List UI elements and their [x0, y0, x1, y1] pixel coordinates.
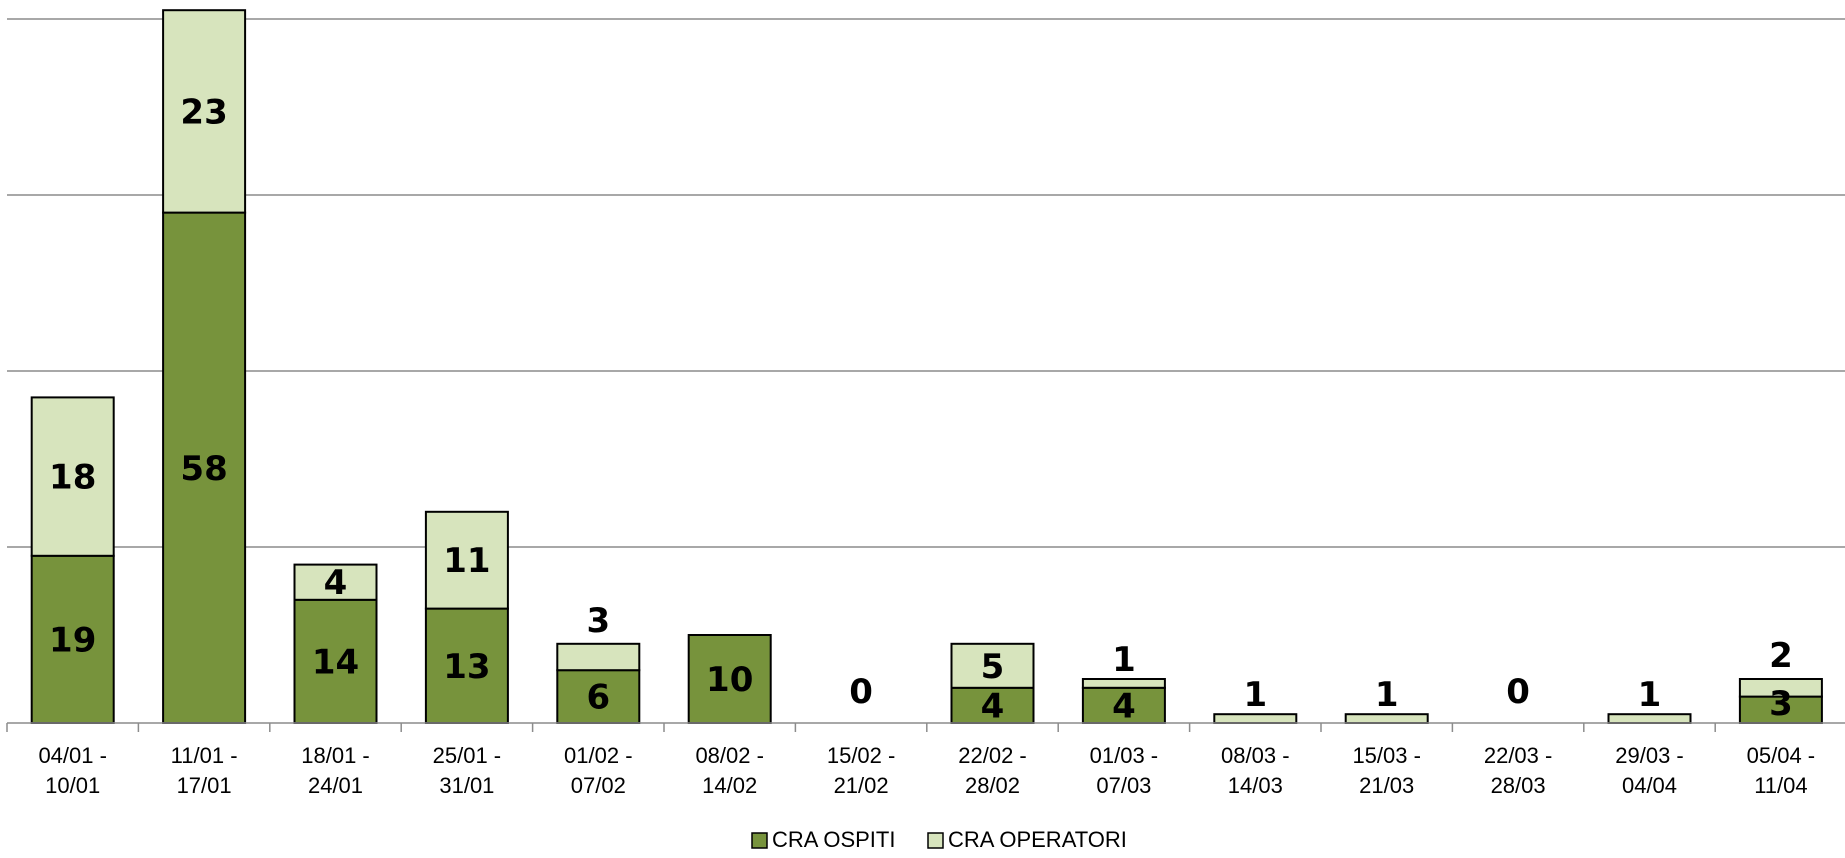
bar-cra-ospiti	[30, 554, 115, 724]
data-label-cra-operatori: 1	[1638, 675, 1662, 715]
data-label-cra-ospiti: 4	[981, 686, 1005, 726]
bars	[30, 9, 1823, 725]
x-tick-label: 29/03 -04/04	[1615, 743, 1684, 798]
x-tick-label: 15/03 -21/03	[1352, 743, 1421, 798]
bar-cra-operatori	[1344, 713, 1429, 725]
data-label-cra-ospiti: 4	[1112, 686, 1136, 726]
data-label-cra-ospiti: 19	[49, 620, 96, 660]
data-label-cra-ospiti: 58	[180, 449, 227, 489]
legend: CRA OSPITI CRA OPERATORI	[751, 827, 1127, 852]
legend-label: CRA OSPITI	[772, 827, 895, 852]
bar-cra-operatori	[30, 396, 115, 557]
bar-cra-operatori	[293, 563, 378, 601]
legend-label: CRA OPERATORI	[948, 827, 1127, 852]
bar-cra-operatori	[1213, 713, 1298, 725]
x-tick-label: 22/02 -28/02	[958, 743, 1027, 798]
bar-cra-operatori	[424, 510, 509, 610]
bar-cra-ospiti	[950, 686, 1035, 724]
data-label-cra-operatori: 18	[49, 458, 96, 498]
bar-cra-operatori	[556, 642, 641, 672]
bar-cra-operatori	[1081, 678, 1166, 689]
legend-item-cra-ospiti: CRA OSPITI	[751, 827, 895, 852]
x-tick-label: 04/01 -10/01	[38, 743, 107, 798]
x-tick-label: 22/03 -28/03	[1484, 743, 1553, 798]
data-label-cra-ospiti: 14	[312, 642, 359, 682]
data-label-cra-operatori: 1	[1375, 675, 1399, 715]
x-tick-label: 15/02 -21/02	[827, 743, 896, 798]
bar-cra-ospiti	[424, 607, 509, 724]
data-label-cra-ospiti: 10	[706, 660, 753, 700]
data-label-cra-ospiti: 6	[586, 678, 610, 718]
x-tick-label: 11/01 -17/01	[171, 743, 238, 798]
data-label-total: 0	[849, 672, 873, 712]
data-label-cra-operatori: 3	[586, 601, 610, 641]
data-label-cra-operatori: 4	[324, 563, 348, 603]
bar-cra-ospiti	[293, 598, 378, 724]
legend-item-cra-operatori: CRA OPERATORI	[927, 827, 1127, 852]
bar-cra-operatori	[950, 642, 1035, 689]
bar-cra-operatori	[1607, 713, 1692, 725]
x-tick-label: 08/02 -14/02	[695, 743, 764, 798]
x-tick-label: 25/01 -31/01	[433, 743, 502, 798]
x-tick-label: 08/03 -14/03	[1221, 743, 1290, 798]
x-tick-label: 01/02 -07/02	[564, 743, 633, 798]
legend-swatch	[927, 832, 944, 849]
x-tick-label: 01/03 -07/03	[1090, 743, 1159, 798]
legend-swatch	[751, 832, 768, 849]
bar-cra-ospiti	[162, 211, 247, 724]
bar-cra-operatori	[162, 9, 247, 214]
x-axis: 04/01 -10/01 11/01 -17/01 18/01 -24/01 25/0…	[6, 722, 1845, 798]
data-label-cra-operatori: 1	[1243, 675, 1267, 715]
data-label-cra-operatori: 23	[180, 92, 227, 132]
data-label-cra-operatori: 2	[1769, 636, 1793, 676]
bar-cra-ospiti	[687, 634, 772, 724]
data-label-cra-ospiti: 3	[1769, 684, 1793, 724]
bar-cra-operatori	[1738, 678, 1823, 698]
data-label-cra-operatori: 1	[1112, 640, 1136, 680]
bar-cra-ospiti	[556, 669, 641, 725]
data-label-cra-operatori: 11	[443, 541, 490, 581]
data-label-total: 0	[1506, 672, 1530, 712]
gridlines	[7, 18, 1845, 548]
x-tick-label: 18/01 -24/01	[301, 743, 370, 798]
data-label-cra-operatori: 5	[981, 647, 1005, 687]
data-label-cra-ospiti: 13	[443, 647, 490, 687]
x-tick-label: 05/04 -11/04	[1747, 743, 1816, 798]
